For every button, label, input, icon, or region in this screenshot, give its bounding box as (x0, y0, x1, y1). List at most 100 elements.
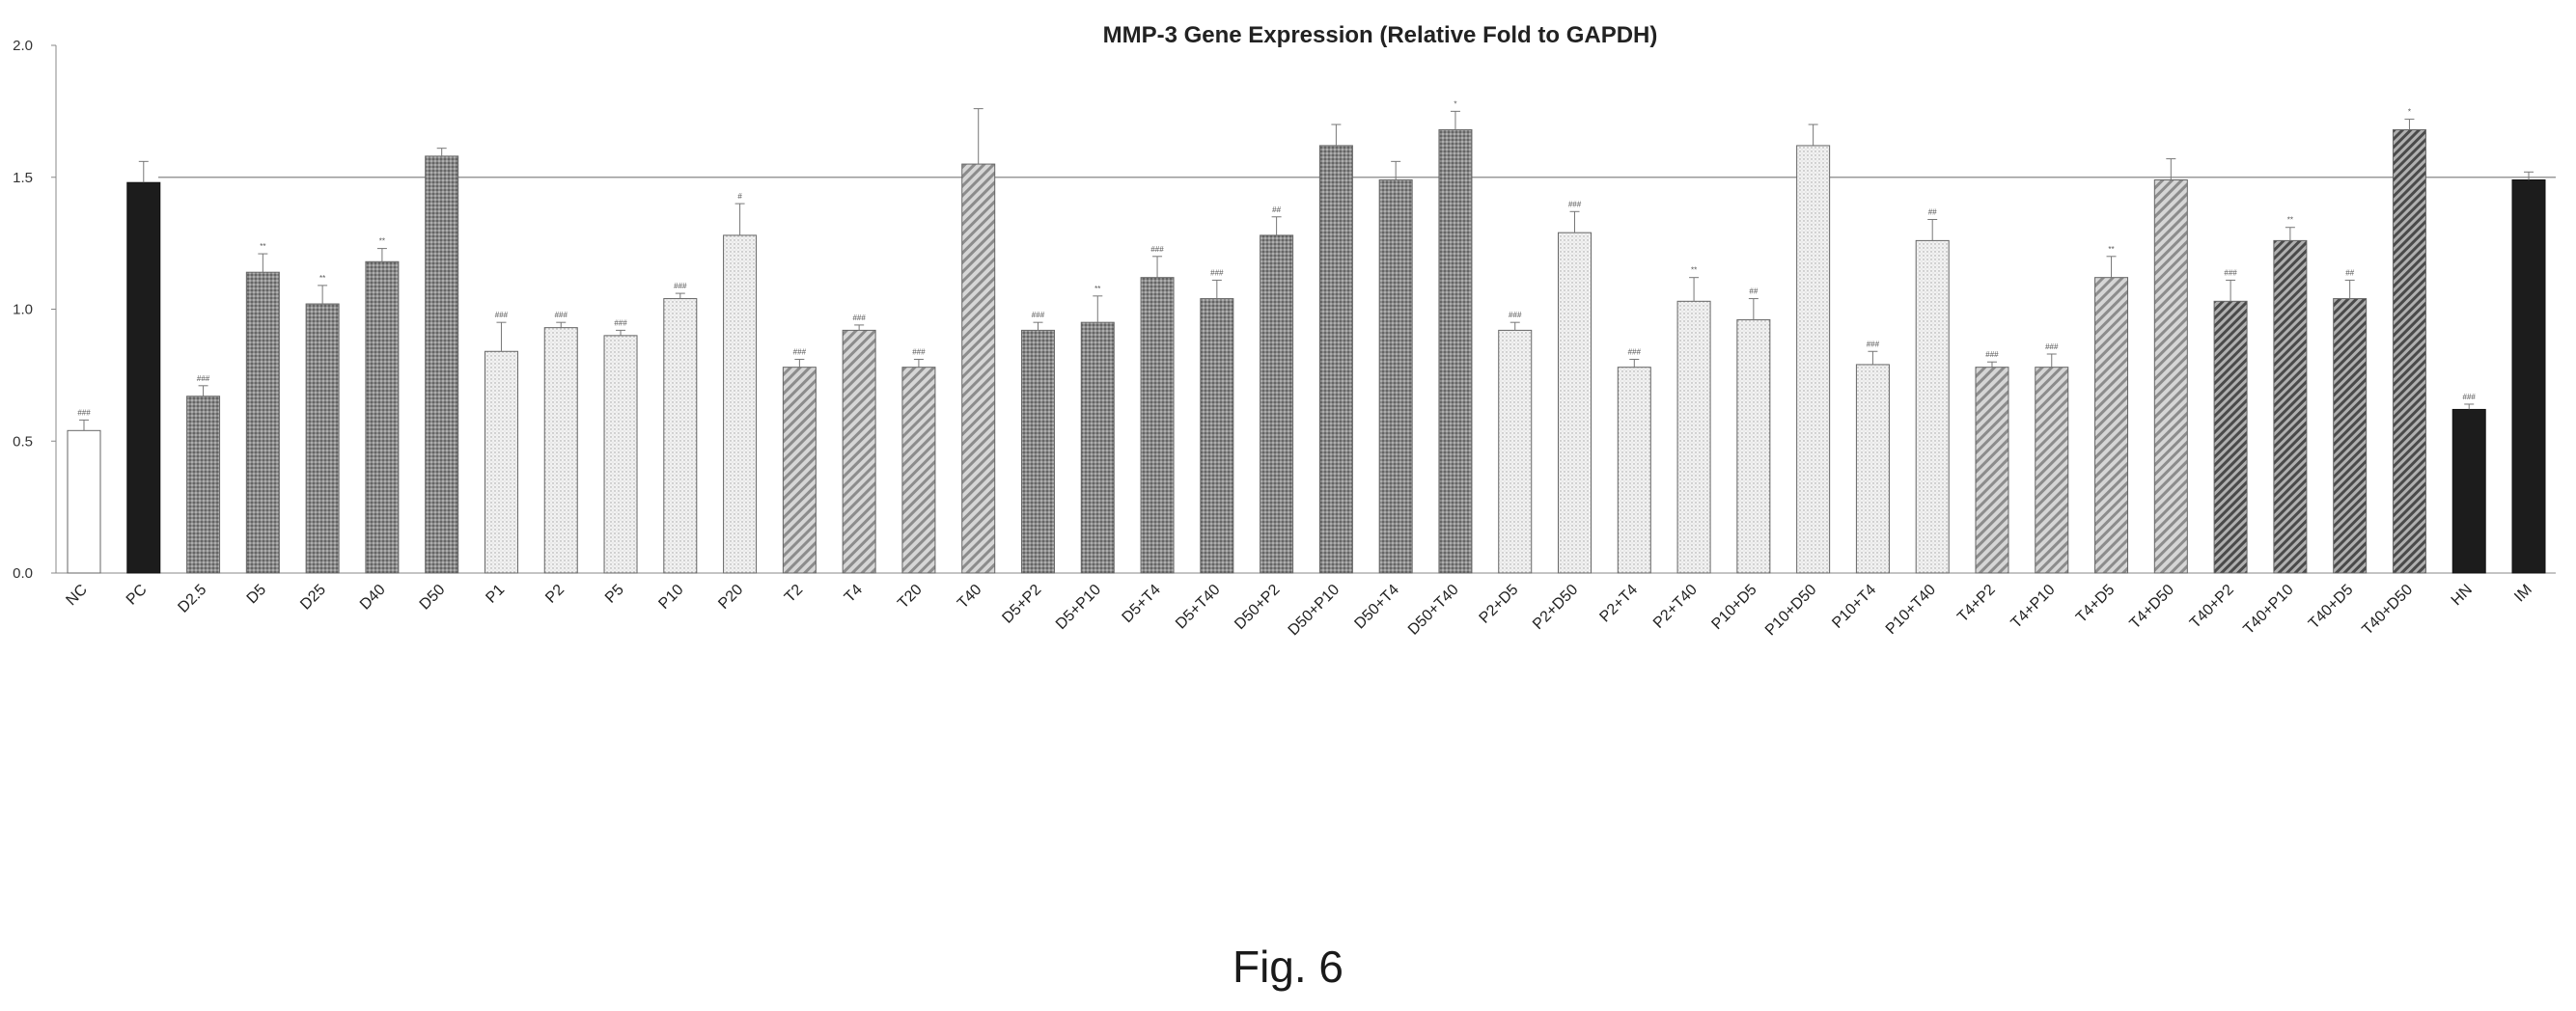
bar-P10 (663, 298, 698, 574)
bar-D25 (305, 303, 340, 574)
significance-label: ### (793, 347, 807, 356)
significance-label: ### (1509, 311, 1522, 319)
bar-T40+D5 (2333, 298, 2368, 574)
bar-D40 (365, 260, 400, 574)
x-tick-label: HN (2449, 582, 2476, 609)
bar-T4+P2 (1975, 367, 2009, 574)
bars-group: ######******### ######################**#… (67, 99, 2546, 574)
bar-T4 (842, 329, 876, 574)
x-tick-label: D50+T40 (1405, 582, 1462, 639)
x-tick-label: T4+D5 (2073, 582, 2118, 626)
significance-label: * (1454, 99, 1456, 108)
x-tick-label: D2.5 (175, 582, 209, 616)
significance-label: ### (495, 311, 509, 319)
significance-label: ** (260, 242, 265, 251)
x-tick-label: D50+P10 (1286, 582, 1343, 640)
y-tick-label: 1.0 (13, 302, 33, 318)
bar-T40+P2 (2213, 300, 2248, 574)
significance-label: ** (1094, 285, 1100, 293)
bar-IM (2511, 178, 2546, 574)
significance-label: # (737, 192, 742, 201)
x-tick-label: P2+D5 (1477, 582, 1522, 627)
x-tick-label: T4+P10 (2008, 582, 2059, 632)
x-tick-label: T40+P2 (2187, 582, 2237, 632)
x-tick-label: D25 (297, 582, 329, 614)
significance-label: ## (1749, 287, 1758, 296)
bar-P2+D50 (1558, 232, 1593, 574)
significance-label: ### (1867, 340, 1880, 348)
bar-T4+D5 (2094, 277, 2129, 574)
y-tick-label: 1.5 (13, 170, 33, 186)
bar-T2 (782, 367, 817, 574)
x-tick-label: P10+D5 (1708, 582, 1759, 633)
significance-label: ### (197, 374, 210, 383)
x-tick-label: T40+P10 (2240, 582, 2296, 638)
significance-label: ## (2345, 268, 2354, 277)
bar-T40+D50 (2392, 129, 2426, 574)
significance-label: ** (1691, 266, 1697, 275)
significance-label: ### (1568, 200, 1582, 208)
bar-T20 (901, 367, 936, 574)
x-tick-label: P10+D50 (1762, 582, 1820, 640)
bar-P2+D5 (1498, 329, 1533, 574)
x-tick-label: D5+P2 (999, 582, 1044, 627)
x-tick-label: D5+T4 (1120, 582, 1164, 626)
bar-D5+T4 (1140, 277, 1175, 574)
x-axis-labels: NC PC D2.5 D5 D25 D40 D50 P1 P2 P5 P10 P20 T2 T4 T20 T4… (63, 582, 2534, 640)
significance-label: ### (1032, 311, 1045, 319)
significance-label: * (2408, 108, 2411, 117)
x-tick-label: P2+T4 (1596, 582, 1641, 626)
x-tick-label: T40 (955, 582, 985, 613)
x-tick-label: D40 (357, 582, 389, 614)
x-tick-label: D50 (417, 582, 449, 614)
bar-D50 (425, 155, 459, 574)
bar-P5 (603, 335, 638, 574)
significance-label: ### (1210, 268, 1224, 277)
bar-P10+T40 (1915, 239, 1950, 574)
x-tick-label: T2 (782, 582, 806, 606)
x-tick-label: P10+T40 (1883, 582, 1939, 638)
bar-P2 (543, 327, 578, 574)
significance-label: ### (2224, 268, 2237, 277)
x-tick-label: P1 (483, 582, 508, 607)
bar-T4+D50 (2153, 178, 2188, 574)
significance-label: ** (379, 237, 385, 246)
x-tick-label: T20 (895, 582, 926, 613)
x-tick-label: P5 (602, 582, 627, 607)
figure-caption: Fig. 6 (1232, 942, 1344, 992)
significance-label: ** (2287, 216, 2293, 225)
x-tick-label: P2+T40 (1650, 582, 1701, 632)
bar-D50+P10 (1318, 145, 1353, 574)
significance-label: ** (2108, 245, 2114, 254)
significance-label: ## (1272, 205, 1281, 214)
significance-label: ### (1150, 245, 1164, 254)
bar-D50+T40 (1438, 129, 1473, 574)
bar-T4+P10 (2035, 367, 2069, 574)
x-tick-label: D5+P10 (1053, 582, 1104, 633)
y-tick-label: 0.5 (13, 433, 33, 450)
significance-label: ** (319, 274, 325, 283)
significance-label: ### (1628, 347, 1642, 356)
x-tick-label: T4+D50 (2127, 582, 2178, 633)
x-tick-label: T4 (842, 582, 866, 606)
x-tick-label: P20 (715, 582, 746, 613)
bar-NC (67, 429, 101, 574)
x-tick-label: D5+T40 (1173, 582, 1224, 633)
x-tick-label: NC (63, 582, 90, 609)
bar-D50+T4 (1378, 178, 1413, 574)
bar-HN (2451, 408, 2486, 574)
bar-D5+P2 (1020, 329, 1055, 574)
x-tick-label: PC (124, 582, 151, 609)
x-tick-label: T4+P2 (1954, 582, 1999, 626)
x-tick-label: P10+T4 (1829, 582, 1879, 632)
significance-label: ### (2463, 393, 2477, 401)
bar-PC (126, 181, 161, 574)
bar-P20 (723, 234, 758, 574)
x-tick-label: D5 (244, 582, 270, 608)
bar-D5 (245, 271, 280, 574)
significance-label: ### (912, 347, 926, 356)
bar-P10+D5 (1736, 318, 1771, 574)
x-tick-label: P10 (655, 582, 686, 613)
y-tick-label: 2.0 (13, 38, 33, 54)
